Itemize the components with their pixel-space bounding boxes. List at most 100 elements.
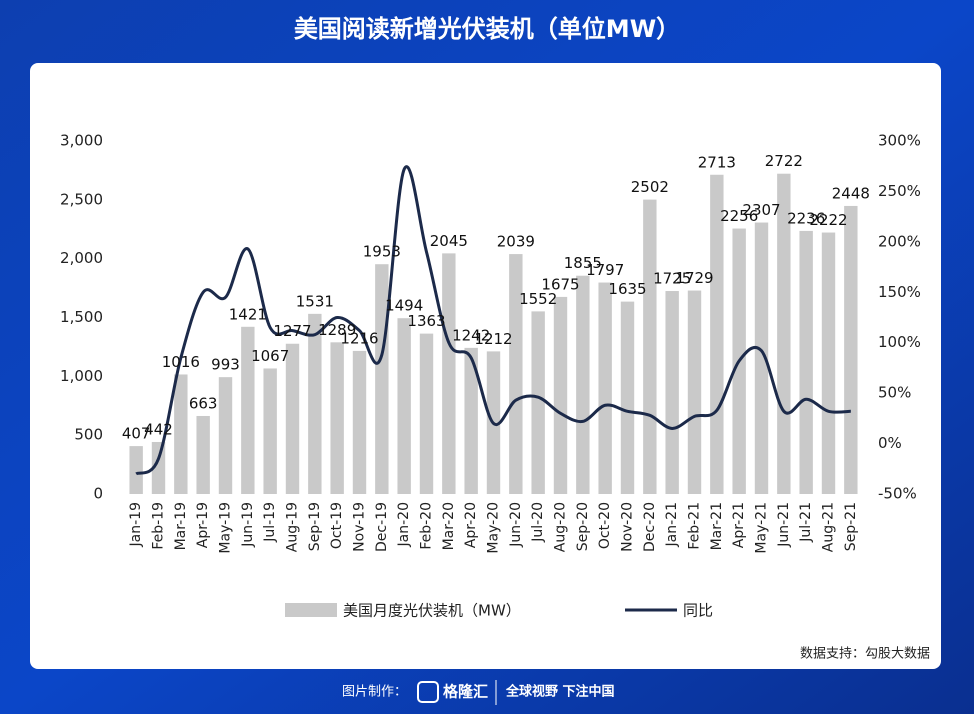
data-label: 1675	[541, 275, 579, 293]
x-tick-label: Jul-19	[262, 502, 278, 543]
x-tick-label: Mar-19	[173, 502, 189, 550]
bar	[442, 253, 456, 494]
x-tick-label: Aug-21	[821, 502, 837, 552]
data-label: 993	[211, 356, 240, 374]
x-tick-label: Jan-19	[128, 502, 144, 547]
footer-made-by: 图片制作：	[342, 685, 407, 700]
data-label: 1067	[251, 347, 289, 365]
y-tick-label: 1,500	[60, 308, 103, 326]
data-label: 1635	[608, 280, 646, 298]
bar	[375, 264, 389, 494]
x-tick-label: Sep-21	[843, 502, 859, 551]
y2-tick-label: 150%	[878, 283, 921, 301]
x-tick-label: Feb-20	[419, 502, 435, 550]
data-label: 1797	[586, 261, 624, 279]
data-label: 1289	[318, 321, 356, 339]
y2-tick-label: 0%	[878, 434, 902, 452]
x-tick-label: Nov-20	[620, 502, 636, 552]
bar	[844, 205, 858, 494]
x-tick-label: Jun-19	[240, 502, 256, 548]
y2-tick-label: 50%	[878, 384, 911, 402]
bar	[754, 222, 769, 494]
y-tick-label: 2,500	[60, 190, 103, 208]
data-label: 2448	[832, 184, 870, 202]
data-label: 1421	[229, 305, 267, 323]
bar	[509, 254, 523, 494]
bar	[464, 347, 478, 494]
x-tick-label: Sep-19	[307, 502, 323, 551]
data-label: 2307	[742, 201, 780, 219]
source: 数据支持：勾股大数据	[800, 647, 930, 662]
y-tick-label: 0	[93, 485, 103, 503]
x-tick-label: May-19	[218, 502, 234, 554]
x-tick-label: Apr-21	[731, 502, 747, 548]
data-label: 1363	[407, 312, 445, 330]
data-label: 1242	[452, 326, 490, 344]
data-label: 1531	[296, 292, 334, 310]
data-label: 2713	[698, 153, 736, 171]
x-tick-label: Apr-20	[463, 502, 479, 548]
bar	[174, 374, 188, 494]
data-label: 663	[189, 394, 218, 412]
bar	[330, 342, 344, 494]
x-tick-label: Nov-19	[352, 502, 368, 552]
data-label: 1953	[363, 243, 401, 261]
data-label: 1729	[675, 269, 713, 287]
bar	[308, 313, 322, 494]
data-label: 2039	[497, 233, 535, 251]
line	[135, 165, 851, 476]
x-tick-label: Jul-21	[798, 502, 814, 543]
y2-tick-label: 300%	[878, 132, 921, 150]
bar	[620, 301, 635, 494]
bar	[352, 350, 367, 494]
y2-tick-label: 250%	[878, 182, 921, 200]
footer-slogan: 全球视野 下注中国	[505, 684, 615, 700]
bar	[241, 326, 255, 494]
bar	[196, 415, 210, 494]
data-label: 2236	[787, 209, 825, 227]
data-label: 1016	[162, 353, 200, 371]
x-tick-label: May-20	[486, 502, 502, 554]
x-tick-label: Feb-21	[687, 502, 703, 550]
data-label: 407	[122, 425, 151, 443]
bar	[687, 290, 702, 494]
bar	[553, 296, 568, 494]
y2-tick-label: -50%	[878, 485, 917, 503]
chart-title: 美国阅读新增光伏装机（单位MW）	[294, 15, 680, 43]
x-tick-label: Dec-19	[374, 502, 390, 552]
data-label: 1494	[385, 297, 423, 315]
legend-label: 同比	[683, 602, 713, 620]
bar	[263, 368, 277, 494]
brand-logo	[417, 681, 439, 703]
y-tick-label: 3,000	[60, 132, 103, 150]
bar	[576, 275, 590, 494]
data-label: 2502	[631, 178, 669, 196]
data-label: 1212	[474, 330, 512, 348]
data-label: 442	[144, 420, 173, 438]
x-tick-label: Jul-20	[530, 502, 546, 543]
data-label: 1725	[653, 270, 691, 288]
x-tick-label: Apr-19	[195, 502, 211, 548]
x-tick-label: Jun-21	[776, 502, 792, 548]
y-tick-label: 2,000	[60, 249, 103, 267]
x-tick-label: Oct-20	[597, 502, 613, 549]
bar	[397, 318, 411, 494]
bar	[643, 199, 657, 494]
x-tick-label: Mar-20	[441, 502, 457, 550]
x-tick-label: Sep-20	[575, 502, 591, 551]
y2-tick-label: 100%	[878, 333, 921, 351]
legend-swatch	[285, 603, 337, 617]
x-tick-label: Jan-21	[664, 502, 680, 547]
data-label: 1855	[564, 254, 602, 272]
bar	[799, 230, 813, 494]
data-label: 1277	[273, 322, 311, 340]
bar	[531, 311, 545, 494]
x-tick-label: Jun-20	[508, 502, 524, 548]
bar	[151, 441, 166, 494]
data-label: 2722	[765, 152, 803, 170]
x-tick-label: Aug-20	[553, 502, 569, 552]
x-tick-label: Jan-20	[396, 502, 412, 547]
bar	[821, 232, 836, 494]
x-tick-label: Mar-21	[709, 502, 725, 550]
